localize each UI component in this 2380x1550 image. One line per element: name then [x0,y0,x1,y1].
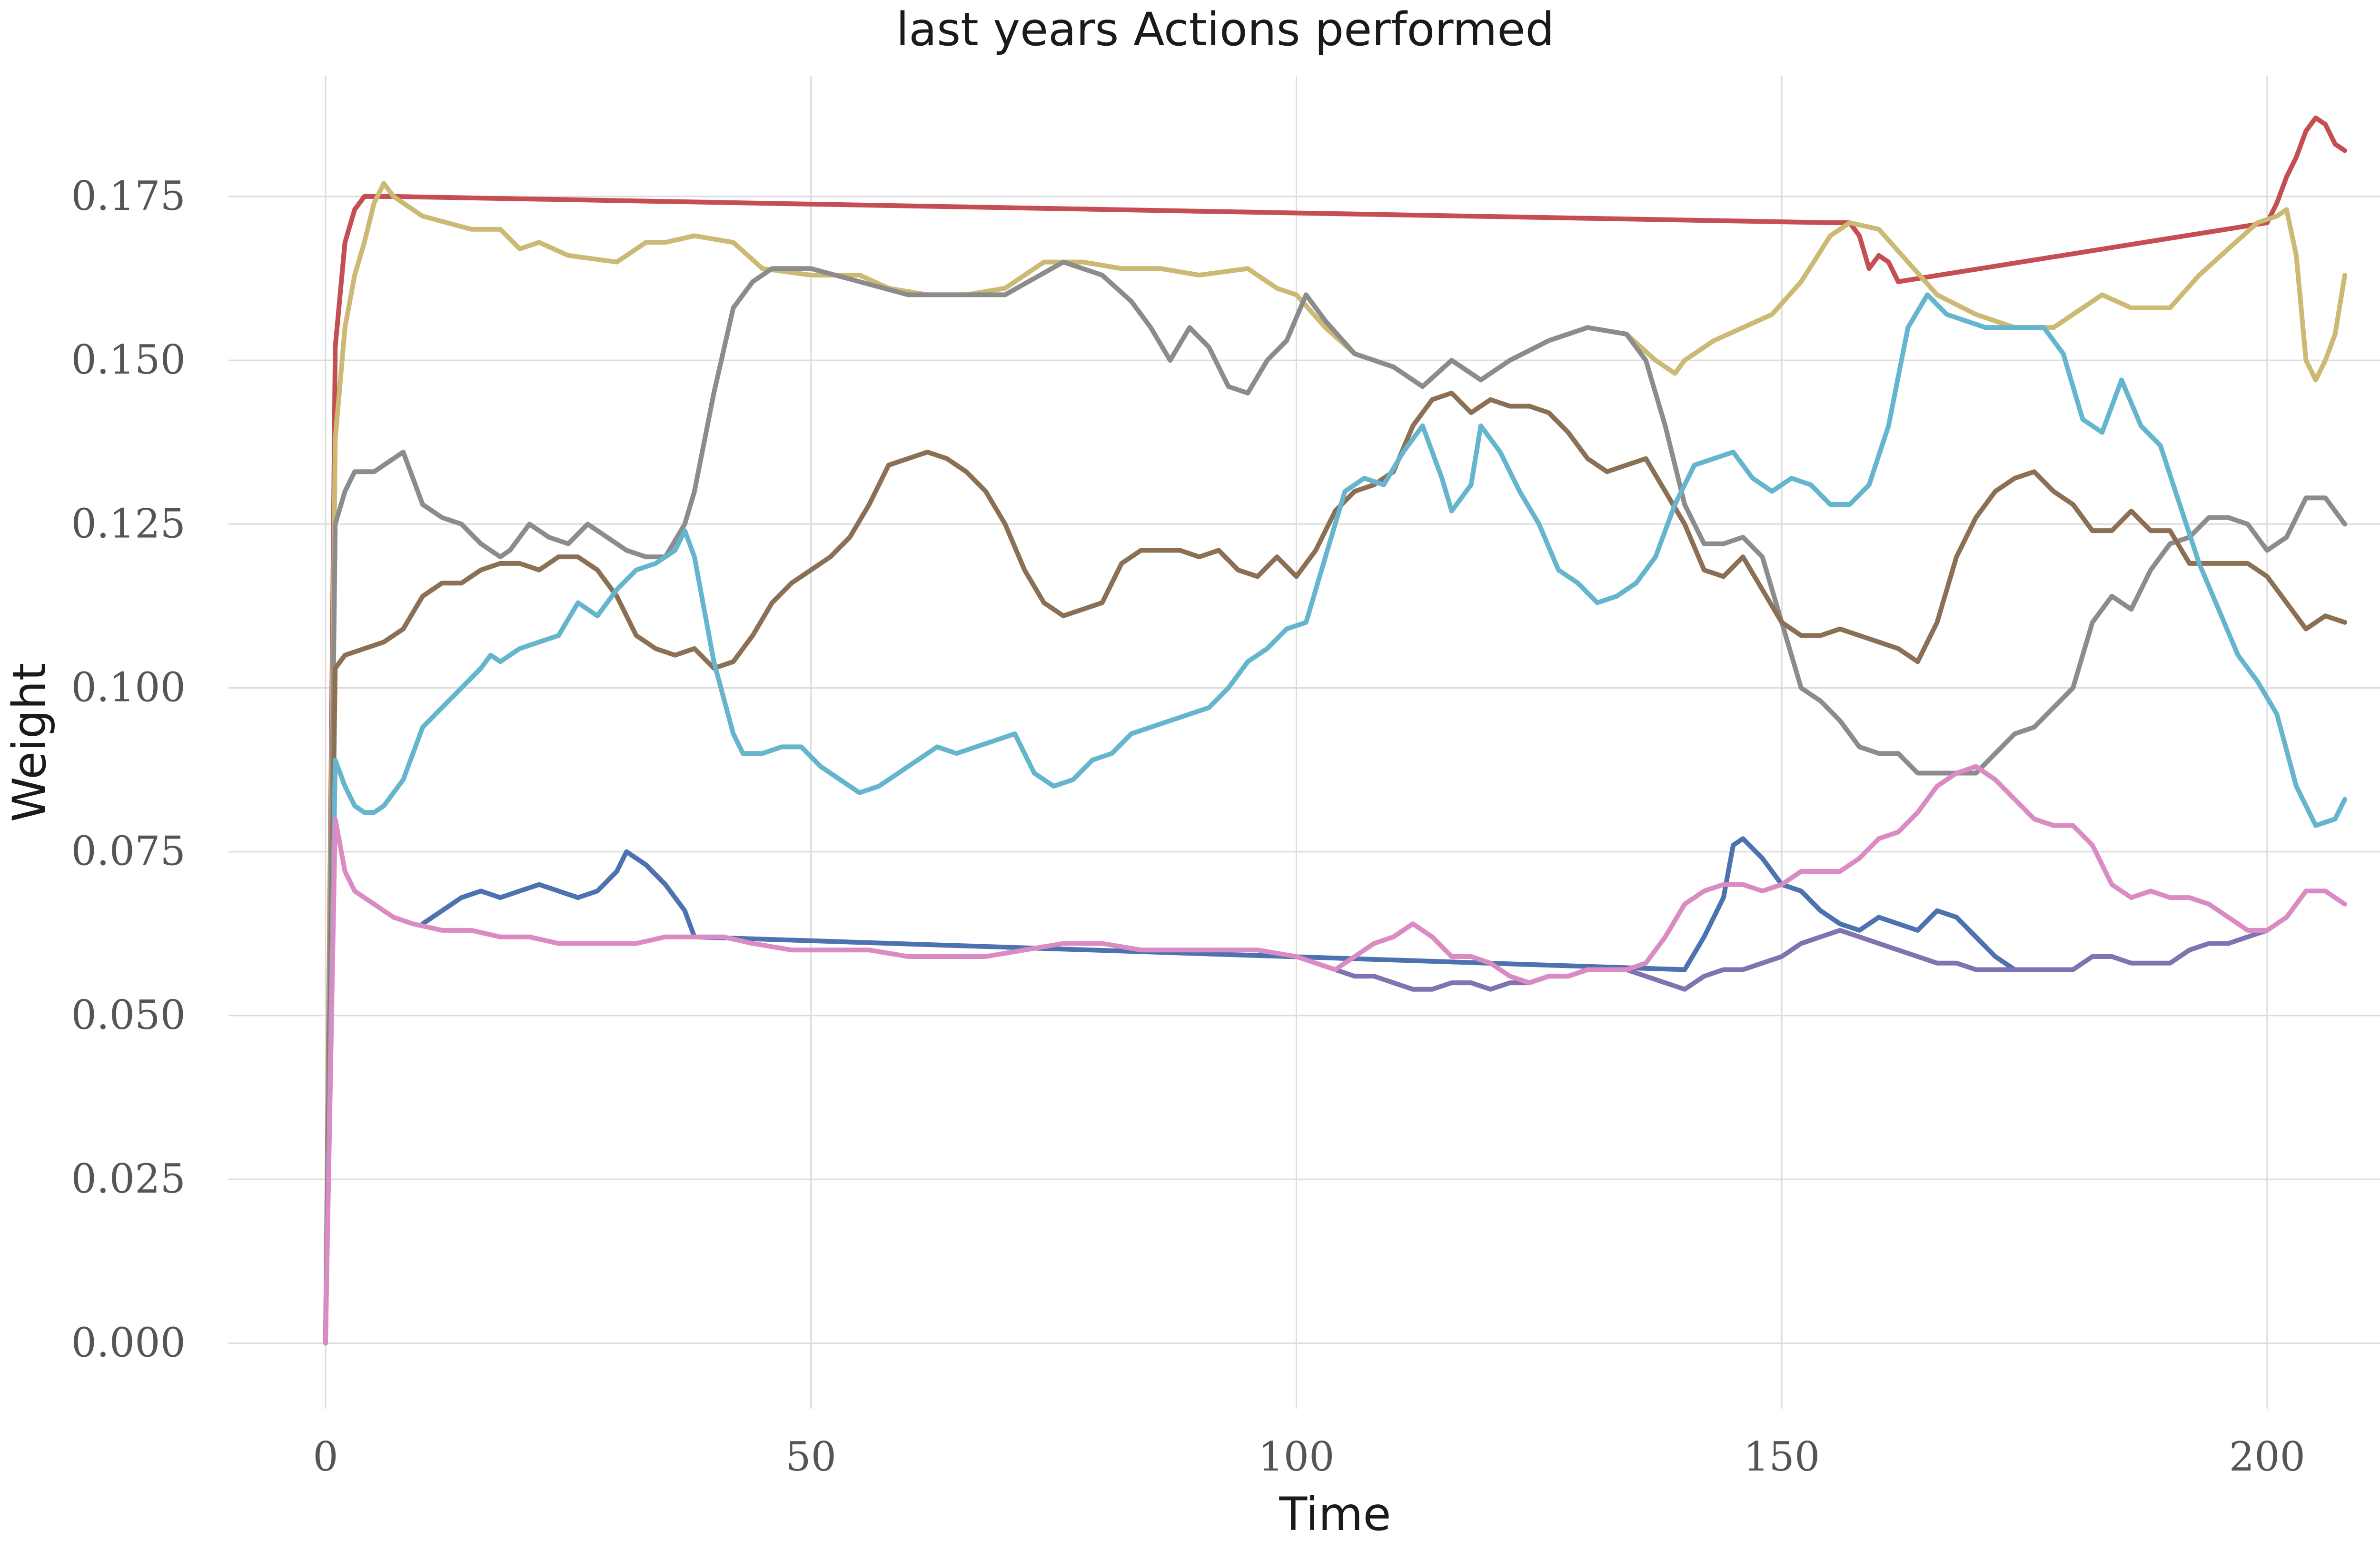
y-tick-label: 0.175 [71,173,186,219]
series-line-6 [420,836,2017,972]
x-tick-label: 100 [1258,1433,1334,1480]
x-axis-label: Time [1279,1488,1391,1541]
series-line-7 [1333,928,2270,992]
x-tick-label: 200 [2229,1433,2305,1480]
y-tick-labels: 0.000 0.025 0.050 0.075 0.100 0.125 0.150 0.175 [71,173,186,1366]
series-line-4 [323,390,2348,1346]
series-lines [323,115,2348,1346]
y-tick-label: 0.050 [71,992,186,1038]
series-line-1 [323,115,2348,1346]
series-line-3 [323,259,2348,1346]
y-tick-label: 0.000 [71,1319,186,1366]
series-line-2 [323,181,2348,1346]
y-tick-label: 0.125 [71,500,186,547]
y-axis-label: Weight [3,663,56,822]
series-line-5 [323,292,2348,1346]
x-tick-label: 50 [785,1433,836,1480]
chart-title: last years Actions performed [896,3,1555,56]
series-line-8 [323,764,2348,1346]
x-tick-label: 0 [313,1433,338,1480]
x-tick-label: 150 [1744,1433,1820,1480]
y-tick-label: 0.075 [71,828,186,875]
gridlines [228,76,2380,1409]
y-tick-label: 0.025 [71,1155,186,1202]
y-tick-label: 0.150 [71,336,186,383]
x-tick-labels: 0 50 100 150 200 [313,1433,2305,1480]
y-tick-label: 0.100 [71,664,186,711]
